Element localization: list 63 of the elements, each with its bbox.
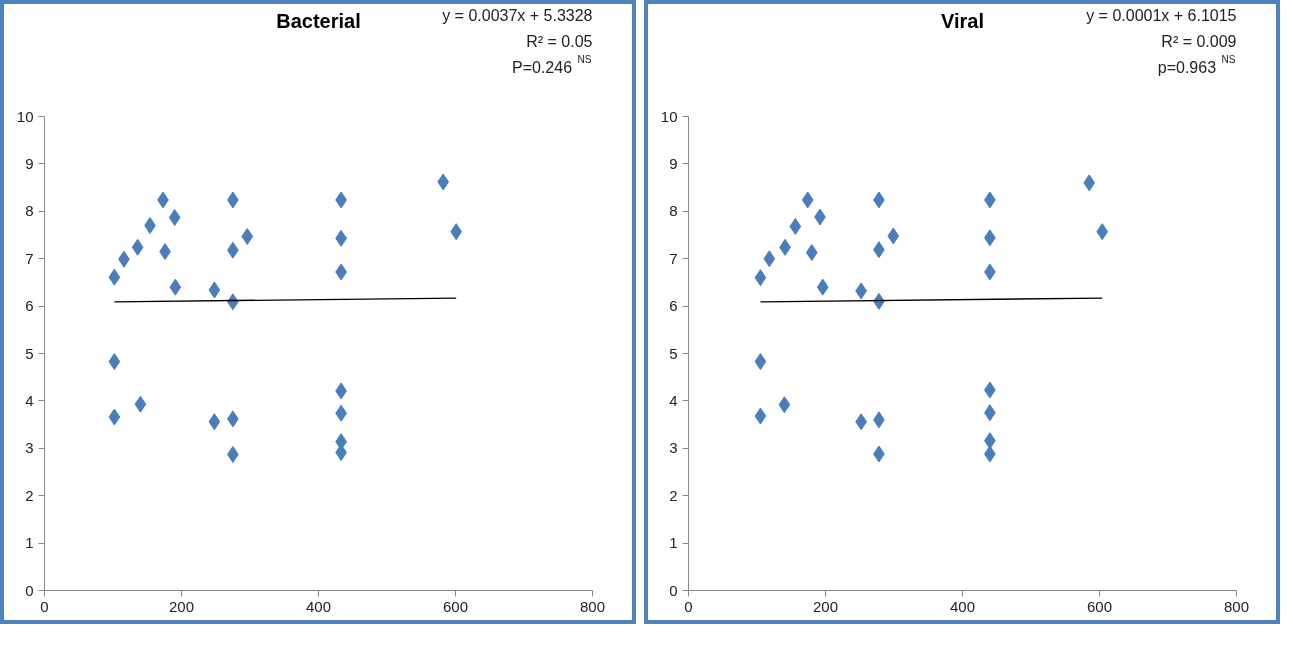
chart-title: Viral — [941, 9, 984, 32]
y-tick-label: 0 — [25, 581, 34, 599]
point — [778, 396, 791, 414]
point — [816, 278, 829, 296]
x-tick-label: 400 — [305, 597, 332, 615]
point — [887, 227, 900, 245]
y-tick-label: 10 — [660, 107, 678, 125]
point — [208, 413, 221, 431]
x-tick-label: 200 — [812, 597, 839, 615]
x-tick-label: 800 — [579, 597, 606, 615]
point — [108, 353, 121, 371]
point — [754, 407, 767, 425]
y-tick-label: 9 — [25, 154, 34, 172]
point — [169, 278, 182, 296]
point — [241, 227, 254, 245]
y-tick-label: 7 — [669, 249, 678, 267]
y-tick-label: 5 — [25, 344, 34, 362]
y-tick-label: 2 — [669, 486, 678, 504]
point — [805, 244, 818, 262]
point — [1083, 174, 1096, 192]
point — [754, 353, 767, 371]
point — [108, 408, 121, 426]
text: R² = 0.009 — [1161, 32, 1237, 50]
y-tick-label: 8 — [669, 202, 678, 220]
x-tick-label: 600 — [1086, 597, 1113, 615]
y-tick-label: 4 — [25, 391, 34, 409]
point — [754, 269, 767, 287]
y-tick-label: 2 — [25, 486, 34, 504]
x-tick-label: 600 — [442, 597, 469, 615]
text: P=0.246 NS — [512, 53, 592, 76]
x-tick-label: 400 — [949, 597, 976, 615]
y-tick-label: 6 — [669, 297, 678, 315]
point — [208, 281, 221, 299]
x-tick-label: 800 — [1223, 597, 1250, 615]
text: y = 0.0037x + 5.3328 — [442, 6, 593, 24]
y-tick-label: 8 — [25, 202, 34, 220]
x-tick-label: 0 — [684, 597, 693, 615]
point — [789, 217, 802, 235]
text: y = 0.0001x + 6.1015 — [1086, 6, 1237, 24]
point — [1096, 223, 1109, 241]
text: R² = 0.05 — [526, 32, 593, 50]
text: p=0.963 NS — [1157, 53, 1236, 76]
x-tick-label: 200 — [168, 597, 195, 615]
point — [450, 223, 463, 241]
point — [108, 268, 121, 286]
y-tick-label: 7 — [25, 249, 34, 267]
x-tick-label: 0 — [40, 597, 49, 615]
point — [168, 208, 181, 226]
y-tick-label: 1 — [25, 534, 34, 552]
y-tick-label: 9 — [669, 154, 678, 172]
y-tick-label: 3 — [25, 439, 34, 457]
y-tick-label: 1 — [669, 534, 678, 552]
y-tick-label: 3 — [669, 439, 678, 457]
point — [801, 191, 814, 209]
y-tick-label: 5 — [669, 344, 678, 362]
point — [763, 250, 776, 268]
y-tick-label: 4 — [669, 391, 678, 409]
chart-title: Bacterial — [276, 9, 361, 32]
y-tick-label: 10 — [16, 107, 34, 125]
point — [134, 395, 147, 413]
y-tick-label: 6 — [25, 297, 34, 315]
point — [131, 238, 144, 256]
y-tick-label: 0 — [669, 581, 678, 599]
